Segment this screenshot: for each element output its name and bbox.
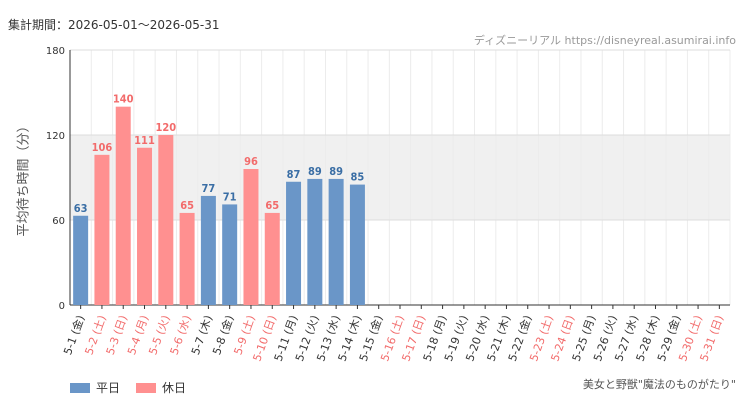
aggregation-period: 集計期間：2026-05-01～2026-05-31 [8,18,220,32]
y-tick-label: 0 [59,301,65,312]
legend: 平日 休日 [70,379,186,396]
bar-value-label: 65 [265,199,279,212]
bar-value-label: 77 [201,182,215,195]
bar-value-label: 89 [308,165,322,178]
bar [222,204,238,305]
bar-value-label: 140 [113,93,134,106]
bar-value-label: 96 [244,155,258,168]
bar [137,147,153,305]
bar-value-label: 89 [329,165,343,178]
bar [73,215,89,305]
y-tick-labels-layer: 0 60 120 180 [46,46,65,312]
bar [179,212,195,305]
legend-item-weekday: 平日 [70,379,120,396]
legend-label-holiday: 休日 [162,381,187,395]
legend-swatch-weekday [70,382,90,393]
bar [94,154,110,305]
bar [243,169,259,305]
bar [264,212,280,305]
y-tick-label: 60 [52,216,65,227]
bar-value-label: 106 [92,141,113,154]
site-credit: ディズニーリアル https://disneyreal.asumirai.inf… [473,34,736,47]
bar [349,184,365,305]
highlight-band [70,135,730,220]
bar [286,181,302,305]
bar-value-label: 85 [351,171,365,184]
bar [200,195,216,305]
legend-item-holiday: 休日 [136,379,186,396]
attraction-name: 美女と野獣"魔法のものがたり" [582,378,736,391]
bar-value-label: 87 [287,168,301,181]
bar-value-label: 71 [223,190,237,203]
bar-value-label: 111 [134,134,155,147]
y-tick-label: 180 [46,46,65,57]
bar [115,106,131,306]
bar-value-label: 65 [180,199,194,212]
x-tick-labels-layer: 5-1 (金)5-2 (土)5-3 (日)5-4 (月)5-5 (火)5-6 (… [60,305,726,363]
bar-value-label: 63 [74,202,88,215]
y-tick-label: 120 [46,131,65,142]
legend-label-weekday: 平日 [96,381,121,395]
bar [328,178,344,305]
bar [307,178,323,305]
bar [158,135,174,305]
bar-value-label: 120 [155,121,176,134]
legend-swatch-holiday [136,382,157,393]
bars-layer [73,106,365,306]
